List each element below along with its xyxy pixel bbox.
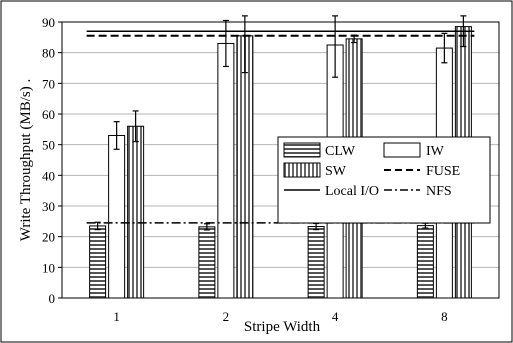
legend-label-fuse: FUSE [426, 164, 460, 179]
legend-swatch-sw [283, 162, 321, 178]
x-tick-label: 8 [441, 309, 448, 324]
y-tick-label: 80 [42, 46, 55, 61]
legend-swatch-clw [283, 142, 321, 158]
bar-clw-8 [416, 225, 434, 299]
legend-item-fuse: FUSE [384, 164, 460, 179]
y-tick-label: 90 [42, 15, 55, 30]
x-tick-label: 4 [332, 309, 339, 324]
legend-item-local-io: Local I/O [284, 184, 379, 199]
bar-clw-1 [89, 225, 107, 299]
x-tick-labels: 1 2 4 8 [113, 309, 447, 324]
legend-label-clw: CLW [325, 144, 356, 159]
legend-item-sw: SW [283, 162, 347, 179]
y-tick-label: 30 [42, 199, 55, 214]
bar-clw-2 [198, 226, 216, 299]
y-tick-label: 0 [49, 291, 56, 306]
y-tick-labels: 0 10 20 30 40 50 60 70 80 90 [42, 15, 62, 306]
legend-label-nfs: NFS [426, 184, 452, 199]
legend-label-local-io: Local I/O [325, 184, 379, 199]
legend-swatch-iw [383, 142, 421, 158]
y-tick-label: 70 [42, 76, 55, 91]
y-tick-label: 10 [42, 260, 55, 275]
legend-item-clw: CLW [283, 142, 356, 159]
y-tick-label: 40 [42, 168, 55, 183]
y-axis-label: Write Throughput (MB/s) . [18, 79, 34, 241]
x-tick-label: 1 [113, 309, 120, 324]
bar-sw-1 [127, 125, 145, 299]
y-tick-label: 20 [42, 230, 55, 245]
x-tick-label: 2 [223, 309, 230, 324]
legend: CLW IW SW FUSE Local I/O NFS [277, 136, 491, 224]
y-tick-label: 60 [42, 107, 55, 122]
legend-label-sw: SW [325, 164, 347, 179]
legend-item-iw: IW [383, 142, 445, 159]
plot-border [61, 21, 500, 299]
bar-iw-2 [217, 42, 235, 299]
legend-item-nfs: NFS [384, 184, 452, 199]
x-axis-label: Stripe Width [244, 319, 321, 335]
error-bars [94, 15, 467, 231]
bar-sw-2 [236, 35, 254, 299]
y-tick-label: 50 [42, 138, 55, 153]
legend-label-iw: IW [426, 144, 445, 159]
bar-iw-1 [108, 134, 126, 299]
bar-clw-4 [307, 226, 325, 299]
